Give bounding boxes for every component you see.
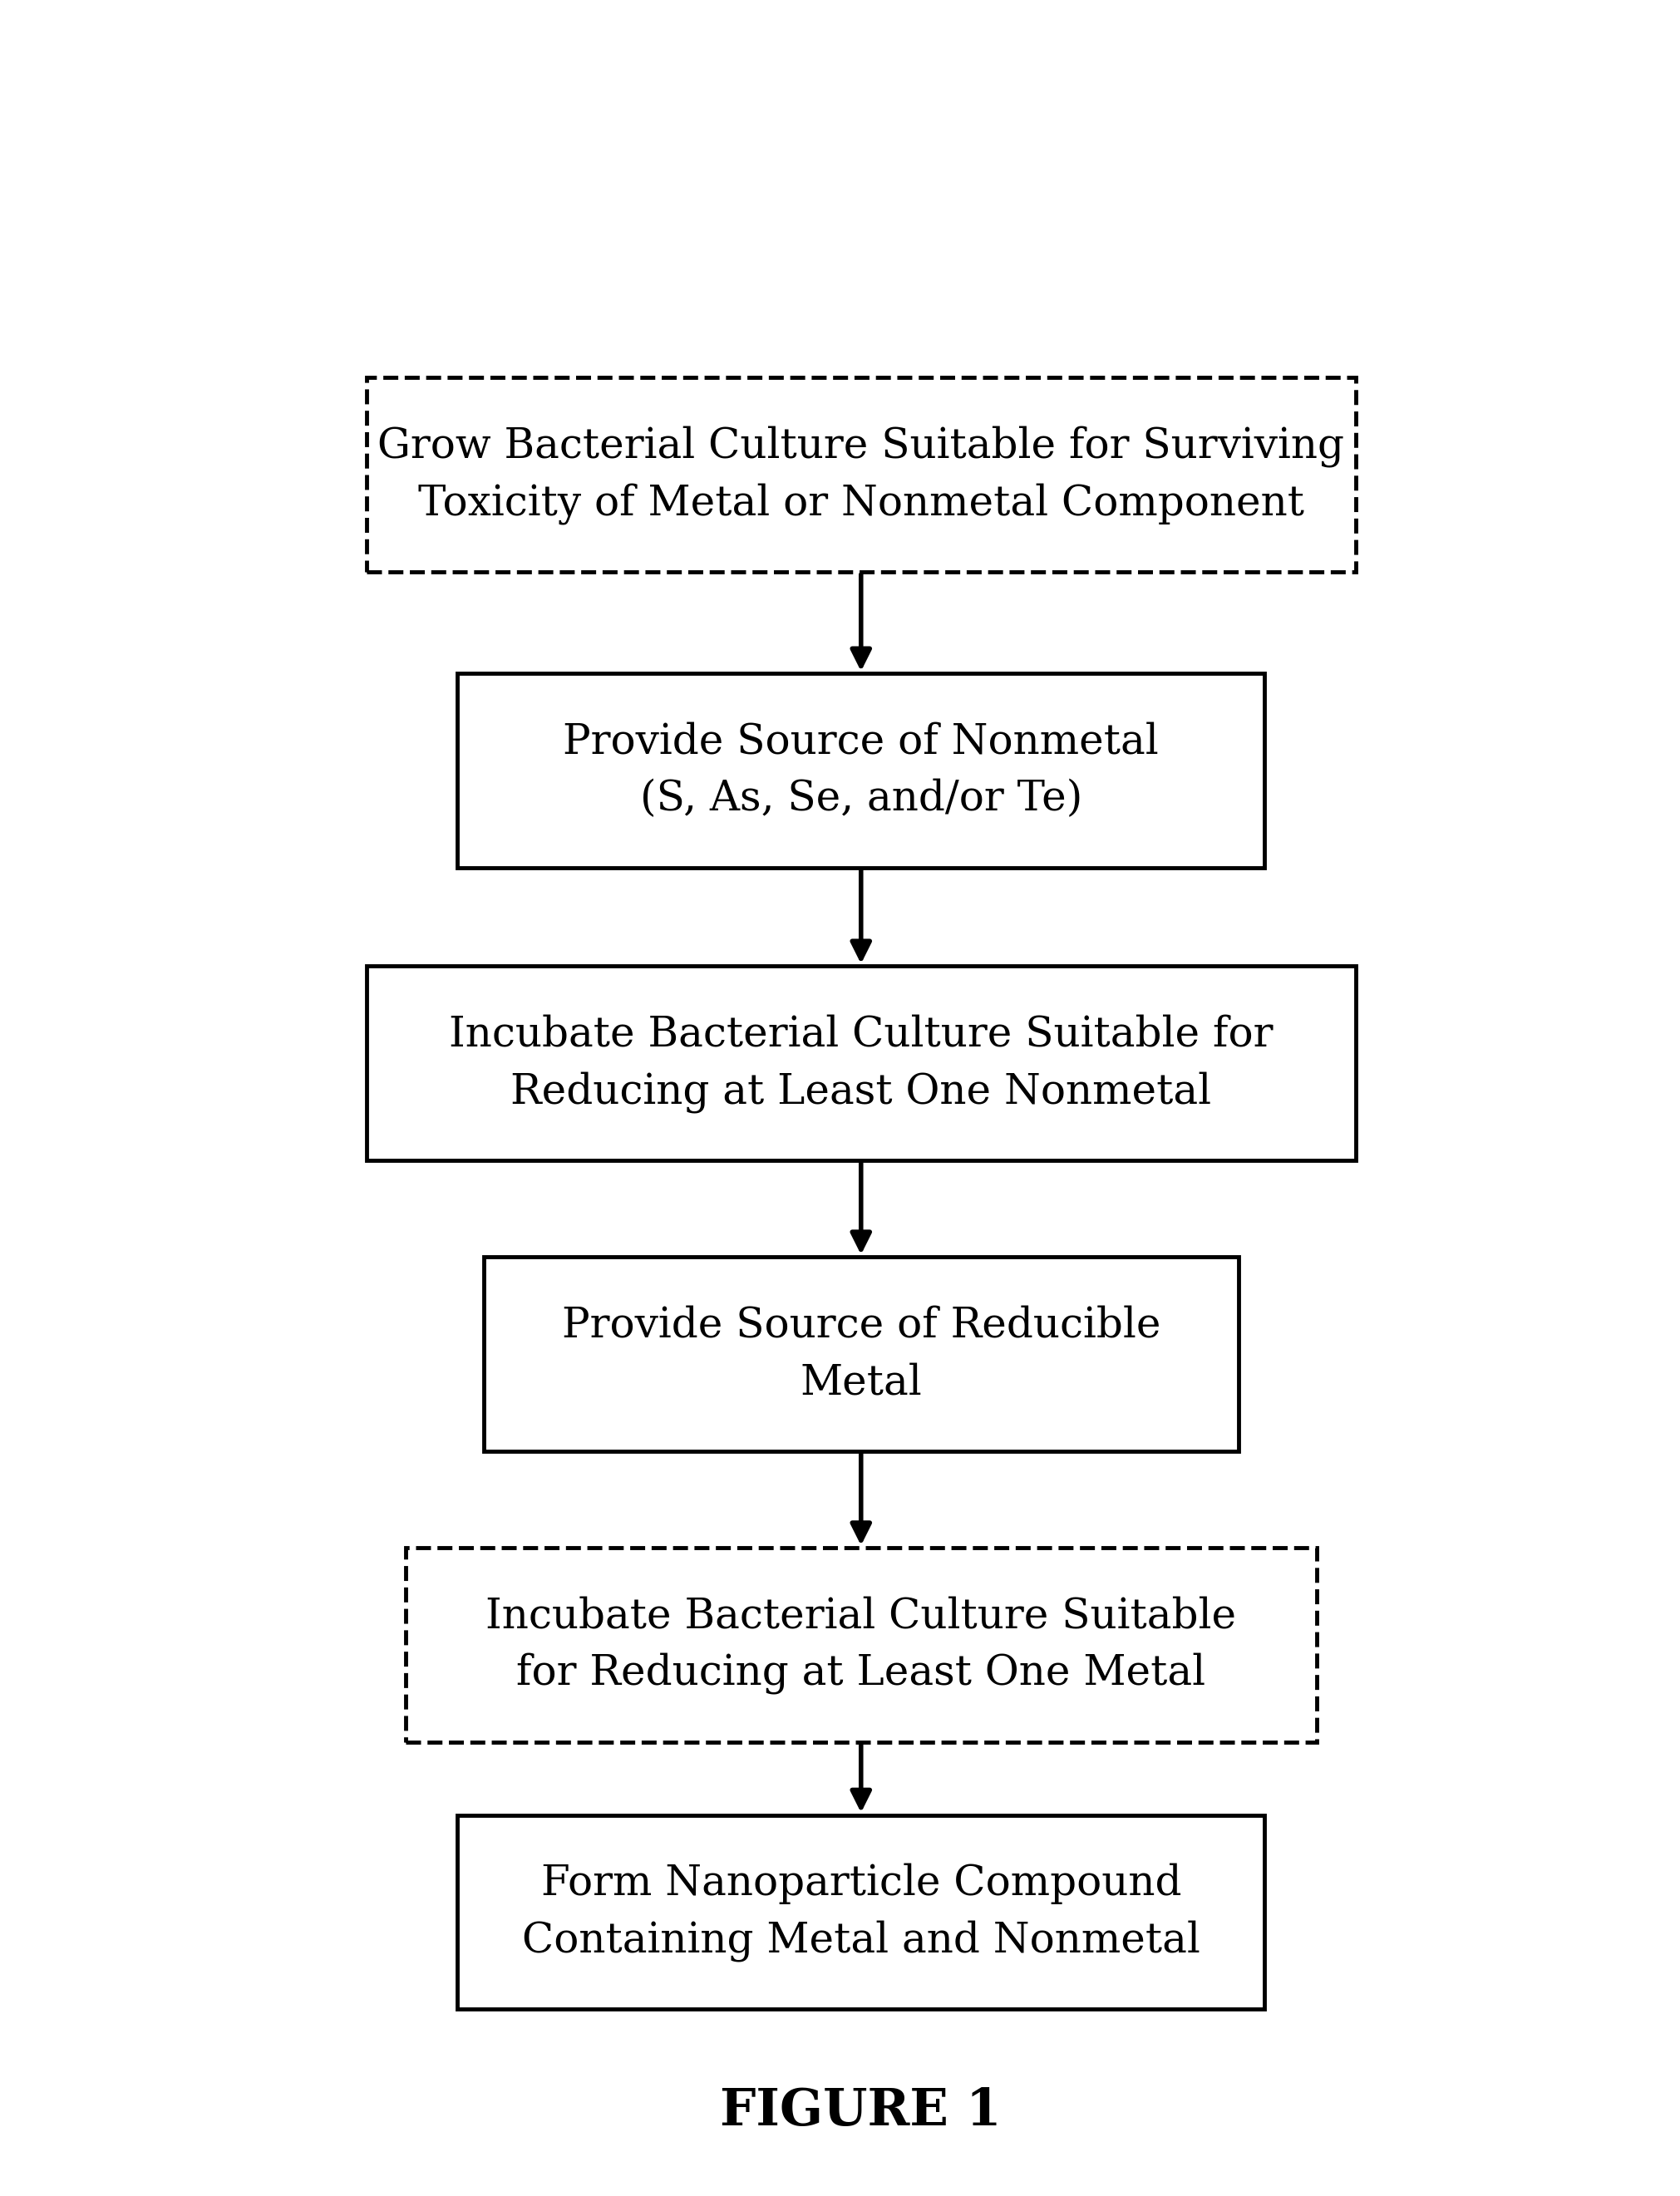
Bar — [457, 1814, 1265, 2009]
Bar — [405, 1548, 1317, 1741]
Text: Incubate Bacterial Culture Suitable
for Reducing at Least One Metal: Incubate Bacterial Culture Suitable for … — [486, 1596, 1236, 1695]
Text: Form Nanoparticle Compound
Containing Metal and Nonmetal: Form Nanoparticle Compound Containing Me… — [522, 1862, 1200, 1961]
Bar — [366, 966, 1356, 1159]
Text: Grow Bacterial Culture Suitable for Surviving
Toxicity of Metal or Nonmetal Comp: Grow Bacterial Culture Suitable for Surv… — [378, 426, 1344, 525]
Text: FIGURE 1: FIGURE 1 — [721, 2086, 1001, 2137]
Bar — [366, 378, 1356, 573]
Bar — [484, 1256, 1238, 1452]
Text: Provide Source of Reducible
Metal: Provide Source of Reducible Metal — [561, 1304, 1161, 1403]
Text: Incubate Bacterial Culture Suitable for
Reducing at Least One Nonmetal: Incubate Bacterial Culture Suitable for … — [449, 1015, 1273, 1113]
Bar — [457, 674, 1265, 867]
Text: Provide Source of Nonmetal
(S, As, Se, and/or Te): Provide Source of Nonmetal (S, As, Se, a… — [563, 722, 1159, 819]
